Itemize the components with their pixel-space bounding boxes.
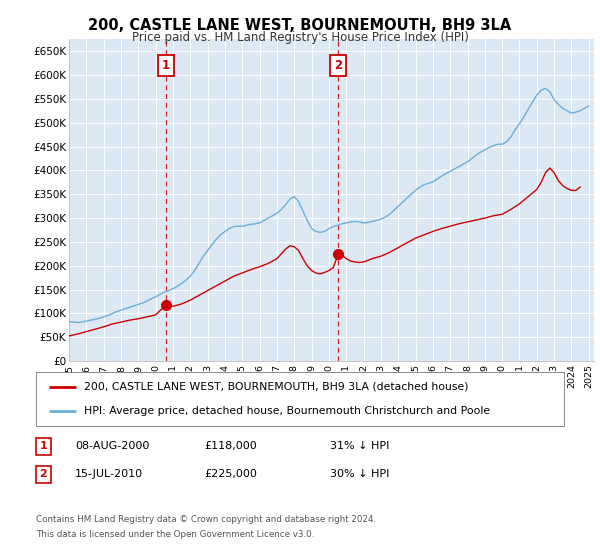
- Text: 31% ↓ HPI: 31% ↓ HPI: [330, 441, 389, 451]
- Text: 1: 1: [40, 441, 47, 451]
- Text: Price paid vs. HM Land Registry's House Price Index (HPI): Price paid vs. HM Land Registry's House …: [131, 31, 469, 44]
- Text: 30% ↓ HPI: 30% ↓ HPI: [330, 469, 389, 479]
- Text: 2: 2: [334, 59, 343, 72]
- Text: 08-AUG-2000: 08-AUG-2000: [75, 441, 149, 451]
- Text: 200, CASTLE LANE WEST, BOURNEMOUTH, BH9 3LA: 200, CASTLE LANE WEST, BOURNEMOUTH, BH9 …: [88, 18, 512, 33]
- Text: £225,000: £225,000: [204, 469, 257, 479]
- Text: 200, CASTLE LANE WEST, BOURNEMOUTH, BH9 3LA (detached house): 200, CASTLE LANE WEST, BOURNEMOUTH, BH9 …: [83, 382, 468, 392]
- Text: HPI: Average price, detached house, Bournemouth Christchurch and Poole: HPI: Average price, detached house, Bour…: [83, 406, 490, 416]
- Text: £118,000: £118,000: [204, 441, 257, 451]
- Text: 2: 2: [40, 469, 47, 479]
- Text: Contains HM Land Registry data © Crown copyright and database right 2024.: Contains HM Land Registry data © Crown c…: [36, 515, 376, 524]
- Text: 15-JUL-2010: 15-JUL-2010: [75, 469, 143, 479]
- Text: This data is licensed under the Open Government Licence v3.0.: This data is licensed under the Open Gov…: [36, 530, 314, 539]
- Text: 1: 1: [162, 59, 170, 72]
